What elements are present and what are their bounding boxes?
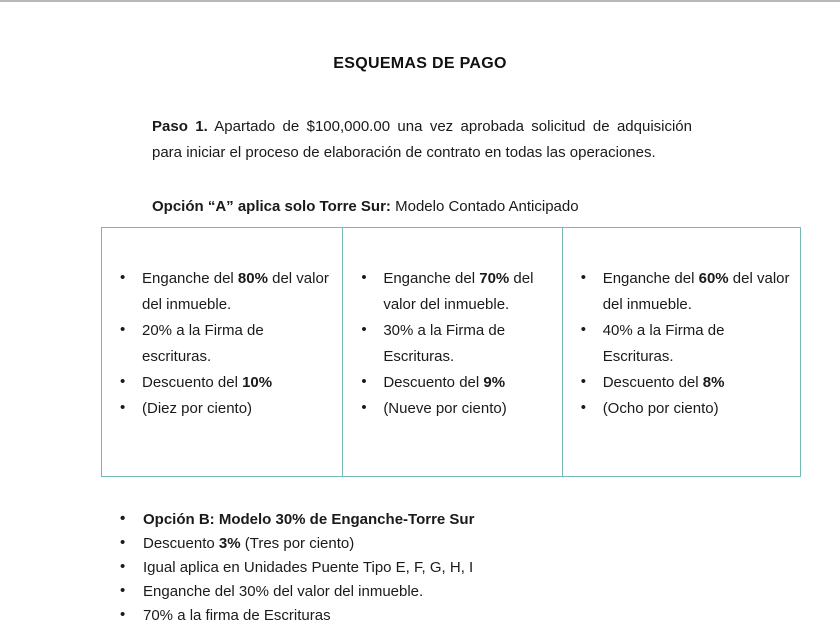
list-item: Igual aplica en Unidades Puente Tipo E, …	[110, 555, 770, 580]
item-pre: Descuento del	[142, 374, 243, 391]
item-pre: Enganche del 30% del valor del inmueble.	[143, 583, 424, 600]
option-a-heading-bold: Opción “A” aplica solo Torre Sur:	[152, 198, 391, 215]
item-bold: 60%	[698, 270, 729, 287]
item-post: del valor del inmueble.	[602, 270, 790, 313]
list-item: 30% a la Firma de Escrituras.	[357, 317, 553, 370]
list-item: 20% a la Firma de escrituras.	[116, 317, 334, 370]
option-a-heading: Opción “A” aplica solo Torre Sur: Modelo…	[152, 196, 772, 218]
step-paragraph: Paso 1. Apartado de $100,000.00 una vez …	[152, 114, 692, 166]
list-item: Descuento del 9%	[357, 369, 553, 396]
item-bold: 3%	[218, 535, 241, 552]
list-item: Enganche del 80% del valor del inmueble.	[116, 265, 334, 318]
list-item: Enganche del 70% del valor del inmueble.	[357, 265, 553, 318]
item-bold: 70%	[479, 270, 510, 287]
list-item: Descuento del 10%	[116, 369, 334, 396]
item-pre: Igual aplica en Unidades Puente Tipo E, …	[143, 559, 474, 576]
item-pre: Enganche del	[142, 270, 238, 287]
step-label: Paso 1.	[152, 118, 208, 135]
item-pre: Opción B: Modelo 30% de Enganche-Torre S…	[143, 511, 475, 528]
list-item: Descuento del 8%	[577, 369, 792, 396]
item-post: (Tres por ciento)	[240, 535, 355, 552]
list-item: (Ocho por ciento)	[577, 395, 792, 422]
option-b-list: Opción B: Modelo 30% de Enganche-Torre S…	[110, 507, 770, 628]
item-pre: Descuento	[143, 535, 219, 552]
item-pre: Enganche del	[383, 270, 480, 287]
item-bold: 8%	[702, 374, 725, 391]
list-item: 40% a la Firma de Escrituras.	[577, 317, 792, 370]
item-pre: 40% a la Firma de Escrituras.	[602, 322, 725, 365]
item-post: del valor del inmueble.	[142, 270, 329, 313]
item-bold: 9%	[483, 374, 506, 391]
column-80-list: Enganche del 80% del valor del inmueble.…	[116, 265, 334, 422]
item-pre: Enganche del	[602, 270, 699, 287]
item-pre: 20% a la Firma de escrituras.	[142, 322, 264, 365]
list-item: (Nueve por ciento)	[357, 395, 553, 422]
list-item: Opción B: Modelo 30% de Enganche-Torre S…	[110, 507, 770, 532]
list-item: Descuento 3% (Tres por ciento)	[110, 531, 770, 556]
table-column-80: Enganche del 80% del valor del inmueble.…	[102, 228, 344, 476]
page-title: ESQUEMAS DE PAGO	[333, 55, 507, 72]
item-bold: 10%	[242, 374, 273, 391]
item-pre: Descuento del	[602, 374, 703, 391]
step-body: Apartado de $100,000.00 una vez aprobada…	[152, 118, 692, 161]
column-70-list: Enganche del 70% del valor del inmueble.…	[357, 265, 553, 422]
payment-options-table: Enganche del 80% del valor del inmueble.…	[101, 227, 801, 477]
item-pre: Descuento del	[383, 374, 484, 391]
column-60-list: Enganche del 60% del valor del inmueble.…	[577, 265, 792, 422]
item-pre: 30% a la Firma de Escrituras.	[383, 322, 506, 365]
table-column-70: Enganche del 70% del valor del inmueble.…	[343, 228, 563, 476]
item-bold: 80%	[237, 270, 268, 287]
page-top-rule	[0, 0, 840, 2]
table-column-60: Enganche del 60% del valor del inmueble.…	[563, 228, 800, 476]
item-post: del valor del inmueble.	[383, 270, 534, 313]
item-pre: (Diez por ciento)	[142, 400, 253, 417]
list-item: (Diez por ciento)	[116, 395, 334, 422]
item-pre: (Nueve por ciento)	[383, 400, 507, 417]
item-pre: (Ocho por ciento)	[602, 400, 719, 417]
list-item: Enganche del 60% del valor del inmueble.	[577, 265, 792, 318]
list-item: 70% a la firma de Escrituras	[110, 603, 770, 628]
list-item: Enganche del 30% del valor del inmueble.	[110, 579, 770, 604]
option-a-heading-rest: Modelo Contado Anticipado	[390, 198, 579, 215]
item-pre: 70% a la firma de Escrituras	[143, 607, 331, 624]
